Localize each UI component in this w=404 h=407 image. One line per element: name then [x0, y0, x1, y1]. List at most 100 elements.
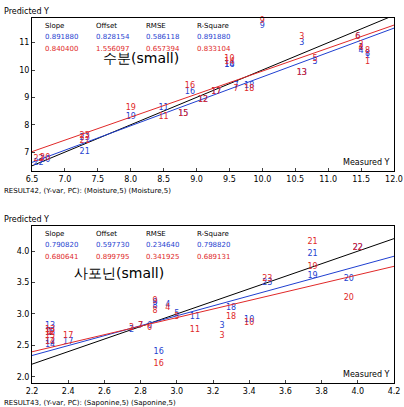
svg-text:23: 23	[80, 133, 90, 142]
svg-text:10: 10	[19, 66, 29, 75]
svg-text:3.0: 3.0	[170, 387, 183, 396]
svg-text:21: 21	[307, 237, 317, 246]
svg-text:6.5: 6.5	[26, 175, 39, 184]
svg-text:9.5: 9.5	[223, 175, 236, 184]
svg-text:Predicted Y: Predicted Y	[4, 215, 49, 224]
svg-text:5: 5	[312, 54, 317, 63]
svg-text:14: 14	[224, 60, 234, 69]
svg-text:21: 21	[80, 147, 90, 156]
svg-text:RMSE: RMSE	[146, 22, 166, 30]
svg-text:11: 11	[159, 112, 169, 121]
svg-text:15: 15	[45, 328, 55, 337]
svg-text:6: 6	[147, 323, 152, 332]
svg-text:17: 17	[63, 337, 73, 346]
svg-text:14: 14	[224, 57, 234, 66]
svg-text:2.8: 2.8	[134, 387, 147, 396]
svg-text:16: 16	[185, 87, 195, 96]
svg-text:3.0: 3.0	[17, 310, 30, 319]
svg-text:6: 6	[147, 322, 152, 331]
svg-text:Measured Y: Measured Y	[343, 158, 390, 167]
svg-text:14: 14	[45, 340, 55, 349]
svg-text:R-Square: R-Square	[197, 22, 229, 30]
svg-text:6: 6	[355, 32, 360, 41]
svg-text:10: 10	[244, 315, 254, 324]
svg-text:15: 15	[45, 331, 55, 340]
svg-text:16: 16	[154, 359, 164, 368]
svg-text:16: 16	[154, 347, 164, 356]
svg-text:14: 14	[45, 337, 55, 346]
svg-text:3: 3	[220, 322, 225, 331]
svg-text:11.5: 11.5	[352, 175, 370, 184]
svg-text:8: 8	[153, 306, 158, 315]
svg-text:3: 3	[299, 38, 304, 47]
svg-text:7: 7	[138, 322, 143, 331]
svg-text:1: 1	[48, 327, 53, 336]
svg-text:11: 11	[159, 103, 169, 112]
svg-text:4.0: 4.0	[351, 387, 364, 396]
svg-text:수분(small): 수분(small)	[103, 50, 179, 66]
svg-text:2: 2	[129, 323, 134, 332]
svg-text:Offset: Offset	[96, 22, 117, 30]
svg-text:5: 5	[174, 309, 179, 318]
svg-text:1: 1	[365, 51, 370, 60]
svg-text:9: 9	[24, 93, 29, 102]
svg-text:18: 18	[244, 81, 254, 90]
svg-text:2.6: 2.6	[98, 387, 111, 396]
svg-text:19: 19	[307, 271, 317, 280]
svg-text:4: 4	[165, 300, 170, 309]
svg-text:22: 22	[353, 243, 363, 252]
svg-text:23: 23	[262, 278, 272, 287]
svg-text:12: 12	[45, 337, 55, 346]
svg-text:4: 4	[359, 43, 364, 52]
svg-text:3.5: 3.5	[17, 278, 30, 287]
svg-text:2.4: 2.4	[62, 387, 75, 396]
svg-text:21: 21	[307, 249, 317, 258]
svg-text:10.5: 10.5	[286, 175, 304, 184]
svg-text:4: 4	[165, 303, 170, 312]
svg-text:20: 20	[344, 293, 354, 302]
svg-text:7: 7	[233, 81, 238, 90]
svg-text:9: 9	[260, 21, 265, 30]
svg-text:5: 5	[174, 312, 179, 321]
svg-text:19: 19	[126, 103, 136, 112]
svg-text:8.0: 8.0	[124, 175, 137, 184]
svg-text:16: 16	[185, 81, 195, 90]
svg-text:8: 8	[365, 46, 370, 55]
svg-text:RESULT43, (Y-var, PC): (Saponi: RESULT43, (Y-var, PC): (Saponine,5) (Sap…	[4, 399, 176, 407]
svg-text:13: 13	[297, 68, 307, 77]
svg-text:11: 11	[19, 38, 29, 47]
svg-text:2: 2	[359, 40, 364, 49]
svg-text:18: 18	[244, 84, 254, 93]
svg-text:0.790820: 0.790820	[45, 241, 78, 249]
svg-text:13: 13	[45, 322, 55, 331]
svg-text:22: 22	[33, 154, 43, 163]
svg-text:22: 22	[353, 243, 363, 252]
svg-text:3.6: 3.6	[279, 387, 292, 396]
svg-text:Slope: Slope	[45, 22, 64, 30]
svg-text:0.798820: 0.798820	[197, 241, 230, 249]
svg-text:0.657394: 0.657394	[146, 45, 180, 53]
svg-text:0.234640: 0.234640	[146, 241, 179, 249]
svg-text:6: 6	[355, 32, 360, 41]
svg-text:0.833104: 0.833104	[197, 45, 231, 53]
svg-text:10.0: 10.0	[253, 175, 271, 184]
svg-text:0.597730: 0.597730	[96, 241, 129, 249]
svg-text:8.5: 8.5	[157, 175, 170, 184]
svg-text:RMSE: RMSE	[146, 230, 166, 238]
svg-text:3.4: 3.4	[243, 387, 256, 396]
svg-text:17: 17	[63, 331, 73, 340]
svg-text:20: 20	[40, 153, 50, 162]
svg-text:10: 10	[224, 60, 234, 69]
svg-text:13: 13	[297, 68, 307, 77]
svg-text:15: 15	[178, 109, 188, 118]
svg-text:3.8: 3.8	[315, 387, 328, 396]
svg-text:7: 7	[233, 84, 238, 93]
svg-text:0.899795: 0.899795	[96, 253, 129, 261]
svg-text:1: 1	[365, 57, 370, 66]
svg-text:17: 17	[211, 87, 221, 96]
svg-text:0.891880: 0.891880	[45, 33, 78, 41]
svg-text:23: 23	[80, 131, 90, 140]
svg-text:0.586118: 0.586118	[146, 33, 179, 41]
svg-text:11.0: 11.0	[319, 175, 337, 184]
svg-text:0.828154: 0.828154	[96, 33, 130, 41]
